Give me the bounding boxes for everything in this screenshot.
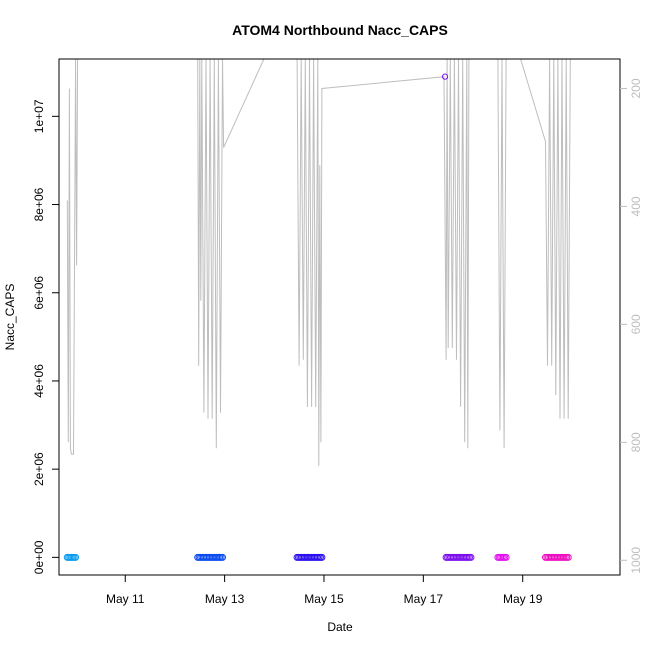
y-tick-label: 6e+06 — [32, 276, 46, 310]
x-tick-label: May 19 — [503, 592, 543, 606]
point-series-2 — [194, 553, 227, 561]
point-series-1 — [63, 553, 80, 561]
point-series-5 — [494, 553, 510, 561]
point-series-6 — [541, 553, 572, 561]
chart-title: ATOM4 Northbound Nacc_CAPS — [232, 22, 448, 38]
y2-tick-label: 400 — [629, 196, 643, 216]
grey-series-line — [66, 59, 571, 466]
point-series-4 — [442, 553, 475, 561]
y2-tick-label: 800 — [629, 432, 643, 452]
data-point — [219, 553, 227, 561]
plot-frame — [58, 58, 621, 576]
data-point — [502, 553, 510, 561]
y-axis-label: Nacc_CAPS — [3, 284, 17, 351]
y-tick-label: 4e+06 — [32, 364, 46, 398]
y-tick-label: 0e+00 — [32, 540, 46, 574]
y2-tick-label: 1000 — [629, 547, 643, 574]
outlier-point — [441, 73, 449, 80]
y-tick-label: 2e+06 — [32, 452, 46, 486]
points-layer — [63, 73, 572, 561]
x-tick-label: May 15 — [304, 592, 344, 606]
data-point — [318, 553, 326, 561]
y2-axis-right: 200 400 600 800 1000 — [620, 78, 643, 574]
point-series-3 — [293, 553, 326, 561]
x-tick-label: May 17 — [404, 592, 444, 606]
x-axis: May 11 May 13 May 15 May 17 May 19 — [106, 575, 543, 606]
y-tick-label: 8e+06 — [32, 187, 46, 221]
x-axis-label: Date — [327, 620, 353, 634]
y2-tick-label: 200 — [629, 78, 643, 98]
y2-tick-label: 600 — [629, 314, 643, 334]
x-tick-label: May 13 — [205, 592, 245, 606]
data-point — [564, 553, 572, 561]
data-point — [467, 553, 475, 561]
y-axis: 0e+00 2e+06 4e+06 6e+06 8e+06 1e+07 — [32, 99, 59, 574]
grey-line-layer — [66, 59, 571, 466]
data-point — [72, 553, 80, 561]
x-tick-label: May 11 — [106, 592, 145, 606]
y-tick-label: 1e+07 — [32, 99, 46, 133]
